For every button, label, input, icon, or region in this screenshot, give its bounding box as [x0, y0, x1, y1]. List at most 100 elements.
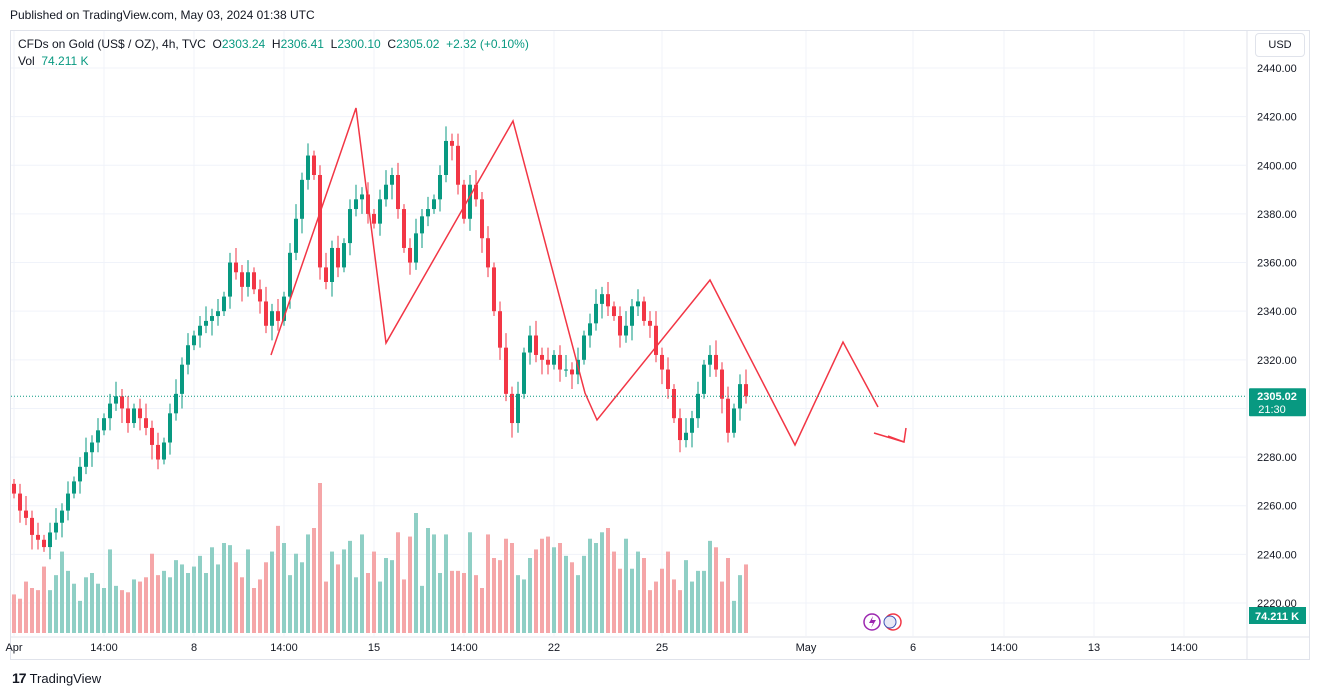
volume-bar — [624, 538, 628, 633]
volume-bar — [612, 551, 616, 633]
y-tick-label: 2380.00 — [1257, 209, 1297, 221]
candle-body — [258, 289, 262, 302]
volume-bar — [444, 534, 448, 633]
x-tick-label: Apr — [5, 642, 22, 654]
volume-bar — [24, 581, 28, 633]
candle-body — [294, 218, 298, 253]
volume-bar — [720, 581, 724, 633]
volume-bar — [390, 560, 394, 633]
candle-body — [360, 194, 364, 200]
volume-bar — [672, 579, 676, 633]
chart-frame — [10, 30, 1310, 660]
volume-bar — [522, 579, 526, 633]
currency-selector[interactable]: USD — [1255, 33, 1305, 57]
candle-body — [300, 179, 304, 219]
volume-bar — [288, 575, 292, 633]
chart-legend: CFDs on Gold (US$ / OZ), 4h, TVC O2303.2… — [18, 36, 529, 70]
volume-bar — [678, 590, 682, 633]
candle-body — [264, 301, 268, 326]
y-tick-label: 2340.00 — [1257, 306, 1297, 318]
volume-bar — [138, 581, 142, 633]
candle-body — [168, 413, 172, 443]
volume-bar — [96, 583, 100, 633]
candle-body — [636, 301, 640, 307]
volume-bar — [540, 538, 544, 633]
candle-body — [336, 247, 340, 268]
arrow-head — [887, 427, 907, 444]
volume-bar — [198, 555, 202, 633]
volume-bar — [654, 581, 658, 633]
x-tick-label: 14:00 — [270, 642, 298, 654]
volume-bar — [600, 532, 604, 633]
candle-body — [282, 296, 286, 321]
volume-bar — [252, 588, 256, 633]
tradingview-logo[interactable]: 17 TradingView — [12, 670, 101, 686]
volume-bar — [84, 577, 88, 633]
volume-bar — [108, 549, 112, 633]
volume-bar — [450, 570, 454, 633]
candle-body — [222, 296, 226, 312]
y-tick-label: 2240.00 — [1257, 549, 1297, 561]
volume-bar — [192, 566, 196, 633]
candle-body — [588, 323, 592, 336]
volume-bar — [438, 573, 442, 633]
volume-bar — [294, 553, 298, 633]
volume-bar — [684, 560, 688, 633]
volume-bar — [648, 590, 652, 633]
x-tick-label: 22 — [548, 642, 560, 654]
volume-bar — [186, 573, 190, 633]
candle-body — [438, 175, 442, 200]
x-tick-label: 15 — [368, 642, 380, 654]
candle-body — [114, 396, 118, 404]
candle-body — [516, 393, 520, 424]
candle-body — [492, 267, 496, 312]
candle-body — [348, 209, 352, 244]
candle-body — [702, 364, 706, 394]
volume-bar — [498, 560, 502, 633]
candle-body — [726, 398, 730, 433]
volume-bar — [264, 562, 268, 633]
candle-body — [204, 320, 208, 326]
candle-body — [684, 432, 688, 441]
candle-body — [714, 354, 718, 370]
volume-bar — [168, 577, 172, 633]
candle-body — [384, 184, 388, 200]
volume-bar — [468, 532, 472, 633]
volume-bar — [384, 558, 388, 633]
candle-body — [72, 481, 76, 494]
volume-bar — [330, 551, 334, 633]
candle-body — [378, 199, 382, 224]
tradingview-logo-icon: 17 — [12, 670, 27, 686]
candle-body — [144, 418, 148, 428]
symbol-label[interactable]: CFDs on Gold (US$ / OZ), 4h, TVC — [18, 37, 206, 51]
volume-bar — [474, 575, 478, 633]
volume-bar — [726, 558, 730, 633]
candle-body — [216, 311, 220, 317]
candle-body — [312, 155, 316, 175]
volume-bar — [156, 575, 160, 633]
volume-bar — [36, 590, 40, 633]
volume-bar — [228, 545, 232, 633]
candle-body — [690, 418, 694, 433]
change-value: +2.32 (+0.10%) — [446, 37, 529, 51]
candle-body — [30, 517, 34, 535]
volume-label[interactable]: Vol — [18, 54, 35, 68]
candle-body — [90, 442, 94, 453]
candle-body — [594, 303, 598, 324]
y-tick-label: 2280.00 — [1257, 452, 1297, 464]
candle-body — [660, 354, 664, 370]
candle-body — [732, 408, 736, 433]
volume-bar — [204, 573, 208, 633]
volume-bar — [336, 564, 340, 633]
candle-body — [630, 306, 634, 326]
volume-bar — [492, 558, 496, 633]
low-value: 2300.10 — [337, 37, 381, 51]
candle-body — [510, 393, 514, 424]
candle-body — [18, 493, 22, 511]
volume-bar — [234, 562, 238, 633]
price-badge-countdown: 21:30 — [1258, 404, 1286, 416]
x-tick-label: 13 — [1088, 642, 1100, 654]
candle-body — [540, 354, 544, 360]
x-tick-label: 14:00 — [1170, 642, 1198, 654]
